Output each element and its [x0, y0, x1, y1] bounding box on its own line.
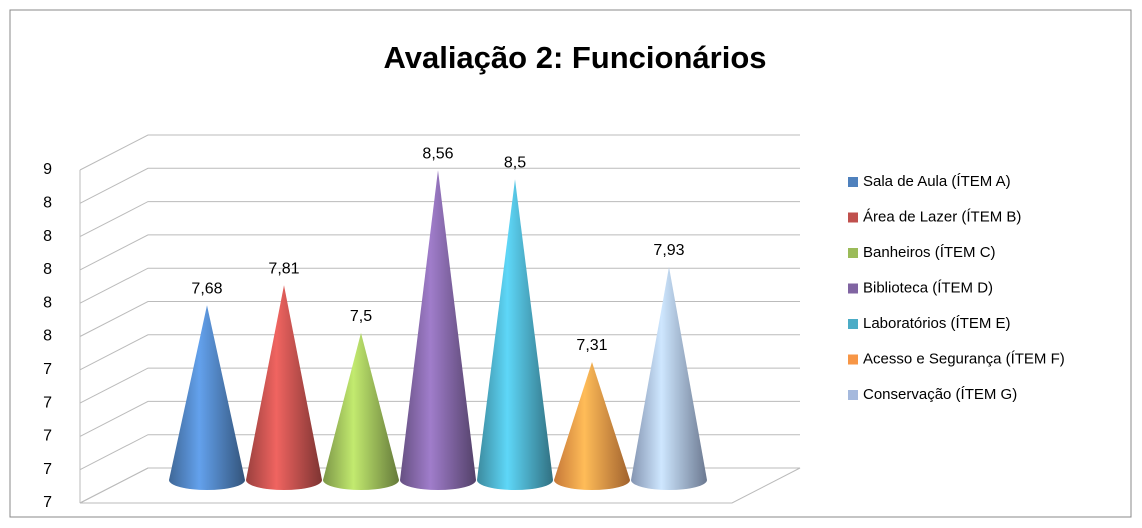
y-tick-label: 8 [43, 228, 52, 245]
cone [246, 285, 322, 490]
legend-label: Biblioteca (ÍTEM D) [863, 279, 993, 296]
grid-line [79, 134, 800, 171]
legend-swatch [848, 248, 858, 258]
grid-line [79, 301, 800, 337]
grid-line [79, 234, 800, 271]
grid-line [79, 334, 800, 371]
legend-swatch [848, 319, 858, 329]
grid-line [79, 167, 800, 204]
data-label: 7,68 [191, 280, 222, 297]
y-tick-label: 8 [43, 195, 52, 212]
y-tick-label: 8 [43, 328, 52, 345]
y-tick-label: 9 [43, 161, 52, 178]
legend-swatch [848, 177, 858, 187]
legend-swatch [848, 212, 858, 223]
legend-label: Conservação (ÍTEM G) [863, 386, 1017, 403]
y-tick-label: 7 [43, 361, 52, 378]
cone [477, 179, 553, 490]
legend-label: Sala de Aula (ÍTEM A) [863, 173, 1011, 190]
legend-swatch [848, 390, 858, 400]
legend-label: Acesso e Segurança (ÍTEM F) [863, 350, 1065, 367]
y-tick-label: 7 [43, 428, 52, 445]
data-label: 8,56 [422, 145, 453, 162]
cone [323, 332, 399, 490]
data-label: 7,5 [350, 308, 372, 325]
y-tick-label: 8 [43, 294, 52, 311]
legend-swatch [848, 354, 858, 365]
grid-line [79, 367, 800, 404]
cone [631, 266, 707, 490]
data-label: 7,81 [268, 260, 299, 277]
chart-title: Avaliação 2: Funcionários [383, 40, 766, 75]
y-tick-label: 7 [43, 394, 52, 411]
legend-label: Área de Lazer (ÍTEM B) [863, 208, 1021, 225]
y-tick-label: 8 [43, 261, 52, 278]
data-label: 7,31 [576, 337, 607, 354]
data-label: 7,93 [653, 242, 684, 259]
legend-swatch [848, 283, 858, 294]
grid-line [79, 201, 800, 238]
cone [554, 362, 630, 490]
legend-label: Banheiros (ÍTEM C) [863, 244, 996, 261]
y-tick-label: 7 [43, 494, 52, 511]
y-tick-label: 7 [43, 461, 52, 478]
legend-label: Laboratórios (ÍTEM E) [863, 315, 1011, 332]
cone [169, 305, 245, 490]
cone [400, 170, 476, 490]
data-label: 8,5 [504, 155, 526, 172]
grid-line [79, 267, 800, 304]
